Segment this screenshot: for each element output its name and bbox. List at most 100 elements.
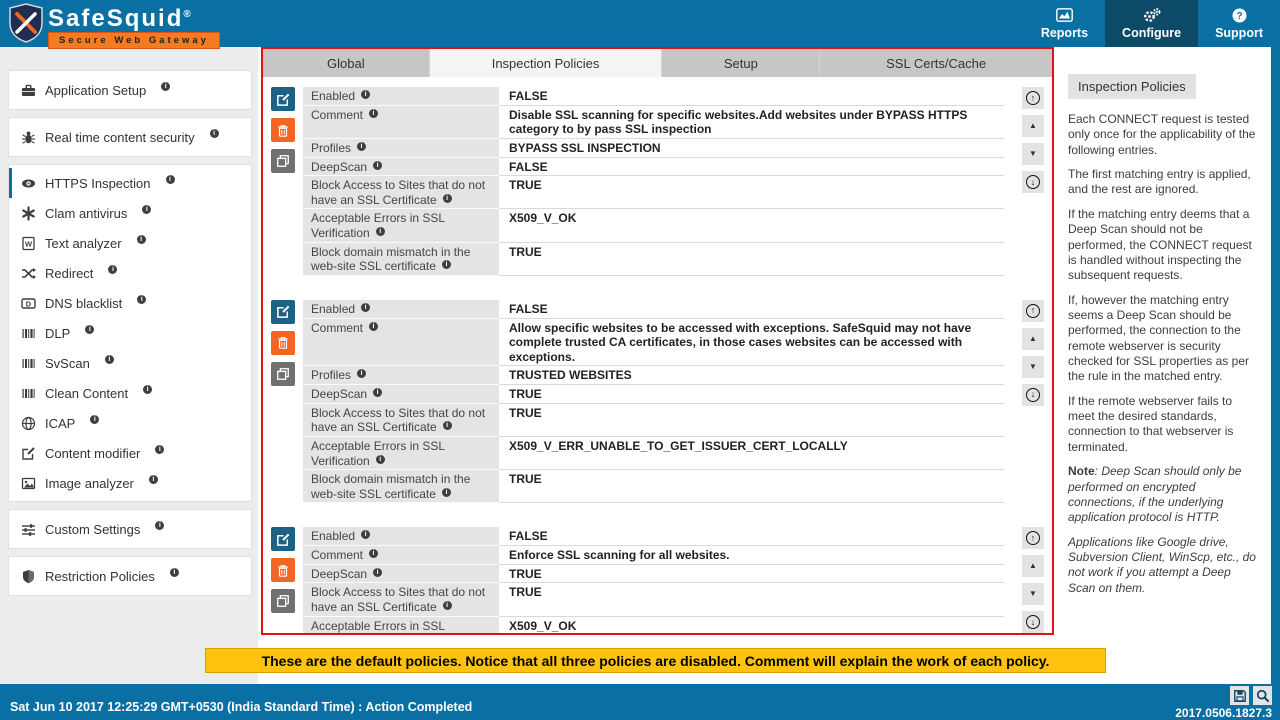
sidebar-item-image-analyzer[interactable]: Image analyzer (9, 468, 251, 498)
sidebar-item-text-analyzer[interactable]: W Text analyzer (9, 228, 251, 258)
policy-entry: Enabled FALSE Comment Enforce SSL scanni… (271, 527, 1044, 633)
field-value[interactable]: FALSE (499, 300, 1004, 319)
info-icon (209, 128, 219, 138)
field-label: Enabled (311, 529, 356, 544)
move-down-button[interactable]: ▼ (1022, 355, 1044, 378)
field-row: Enabled FALSE (303, 87, 1004, 106)
edit-button[interactable] (271, 527, 295, 552)
field-value[interactable]: TRUE (499, 385, 1004, 404)
field-value[interactable]: FALSE (499, 158, 1004, 177)
field-value[interactable]: FALSE (499, 527, 1004, 546)
sidebar-item-label: Custom Settings (45, 521, 141, 537)
tab-ssl-certs-cache[interactable]: SSL Certs/Cache (819, 49, 1052, 77)
search-button[interactable] (1253, 686, 1272, 705)
svg-text:W: W (25, 239, 33, 248)
tab-bar: Global Inspection Policies Setup SSL Cer… (263, 49, 1052, 77)
move-bottom-icon: ↓ (1026, 387, 1040, 402)
field-value[interactable]: TRUE (499, 404, 1004, 437)
field-value[interactable]: TRUSTED WEBSITES (499, 366, 1004, 385)
help-paragraph: Each CONNECT request is tested only once… (1068, 112, 1256, 157)
edit-button[interactable] (271, 87, 295, 111)
field-value[interactable]: X509_V_OK (499, 617, 1004, 634)
sidebar-item-clam-antivirus[interactable]: Clam antivirus (9, 198, 251, 228)
field-value[interactable]: TRUE (499, 565, 1004, 584)
move-top-button[interactable]: ↑ (1022, 299, 1044, 322)
sidebar-item-redirect[interactable]: Redirect (9, 258, 251, 288)
sidebar-item-clean-content[interactable]: Clean Content (9, 378, 251, 408)
sidebar-item-svscan[interactable]: SvScan (9, 348, 251, 378)
save-button[interactable] (1230, 686, 1249, 705)
info-icon (357, 141, 367, 151)
tab-inspection-policies[interactable]: Inspection Policies (428, 49, 662, 77)
status-message: Sat Jun 10 2017 12:25:29 GMT+0530 (India… (10, 700, 473, 714)
tab-setup[interactable]: Setup (661, 49, 819, 77)
sidebar-item-custom-settings[interactable]: Custom Settings (9, 510, 251, 548)
tab-global[interactable]: Global (327, 55, 365, 71)
field-value[interactable]: TRUE (499, 176, 1004, 210)
copy-button[interactable] (271, 361, 295, 386)
sidebar-item-application-setup[interactable]: Application Setup (9, 71, 251, 109)
field-value[interactable]: BYPASS SSL INSPECTION (499, 139, 1004, 158)
delete-button[interactable] (271, 118, 295, 142)
move-up-button[interactable]: ▲ (1022, 555, 1044, 578)
move-bottom-button[interactable]: ↓ (1022, 171, 1044, 193)
field-value[interactable]: X509_V_OK (499, 209, 1004, 243)
sidebar-item-label: DNS blacklist (45, 295, 123, 311)
edit-button[interactable] (271, 299, 295, 324)
move-top-button[interactable]: ↑ (1022, 527, 1044, 550)
field-row: Block Access to Sites that do not have a… (303, 583, 1004, 617)
field-value[interactable]: TRUE (499, 243, 1004, 276)
field-value[interactable]: Disable SSL scanning for specific websit… (499, 106, 1004, 139)
field-row: Acceptable Errors in SSL Verification X5… (303, 209, 1004, 243)
info-icon (361, 90, 371, 99)
move-top-button[interactable]: ↑ (1022, 87, 1044, 109)
page-scrollbar[interactable] (1271, 47, 1280, 684)
field-label: Acceptable Errors in SSL Verification (311, 211, 445, 240)
delete-button[interactable] (271, 558, 295, 583)
field-row: DeepScan TRUE (303, 564, 1004, 584)
sidebar-item-label: HTTPS Inspection (45, 175, 151, 191)
copy-icon (277, 595, 289, 608)
sidebar-item-restriction-policies[interactable]: Restriction Policies (9, 557, 251, 595)
help-panel-title: Inspection Policies (1068, 74, 1196, 99)
sidebar-item-dlp[interactable]: DLP (9, 318, 251, 348)
copy-button[interactable] (271, 149, 295, 173)
move-bottom-button[interactable]: ↓ (1022, 611, 1044, 633)
field-value[interactable]: TRUE (499, 470, 1004, 504)
sidebar-item-label: DLP (45, 325, 71, 341)
field-value[interactable]: Allow specific websites to be accessed w… (499, 319, 1004, 367)
info-icon (155, 444, 165, 454)
sidebar-item-content-modifier[interactable]: Content modifier (9, 438, 251, 468)
delete-button[interactable] (271, 330, 295, 355)
sidebar-item-dns-blacklist[interactable]: D DNS blacklist (9, 288, 251, 318)
nav-support[interactable]: ? Support (1198, 0, 1280, 47)
field-row: Profiles TRUSTED WEBSITES (303, 366, 1004, 385)
field-value[interactable]: TRUE (499, 583, 1004, 617)
gears-icon (1143, 7, 1161, 23)
sidebar-item-https-inspection[interactable]: HTTPS Inspection (9, 168, 251, 198)
move-down-button[interactable]: ▼ (1022, 583, 1044, 606)
nav-reports[interactable]: Reports (1024, 0, 1105, 47)
field-label: Block Access to Sites that do not have a… (311, 405, 486, 435)
field-row: Block Access to Sites that do not have a… (303, 403, 1004, 437)
sidebar-item-icap[interactable]: ICAP (9, 408, 251, 438)
info-icon (373, 567, 383, 577)
move-up-button[interactable]: ▲ (1022, 115, 1044, 137)
move-down-button[interactable]: ▼ (1022, 143, 1044, 165)
info-icon (441, 487, 451, 497)
field-value[interactable]: FALSE (499, 87, 1004, 106)
copy-button[interactable] (271, 589, 295, 614)
sidebar: Application Setup Real time content secu… (0, 47, 258, 684)
move-bottom-button[interactable]: ↓ (1022, 383, 1044, 406)
field-label: Block domain mismatch in the web-site SS… (311, 244, 471, 274)
field-value[interactable]: X509_V_ERR_UNABLE_TO_GET_ISSUER_CERT_LOC… (499, 437, 1004, 471)
field-value[interactable]: Enforce SSL scanning for all websites. (499, 546, 1004, 565)
nav-configure[interactable]: Configure (1105, 0, 1199, 47)
asterisk-icon (22, 205, 35, 221)
field-label: Profiles (311, 140, 352, 155)
reports-icon (1056, 7, 1073, 23)
policy-entry: Enabled FALSE Comment Disable SSL scanni… (271, 87, 1044, 276)
brand-tagline: Secure Web Gateway (48, 32, 220, 49)
move-up-button[interactable]: ▲ (1022, 327, 1044, 350)
sidebar-item-real-time-content-security[interactable]: Real time content security (9, 118, 251, 156)
